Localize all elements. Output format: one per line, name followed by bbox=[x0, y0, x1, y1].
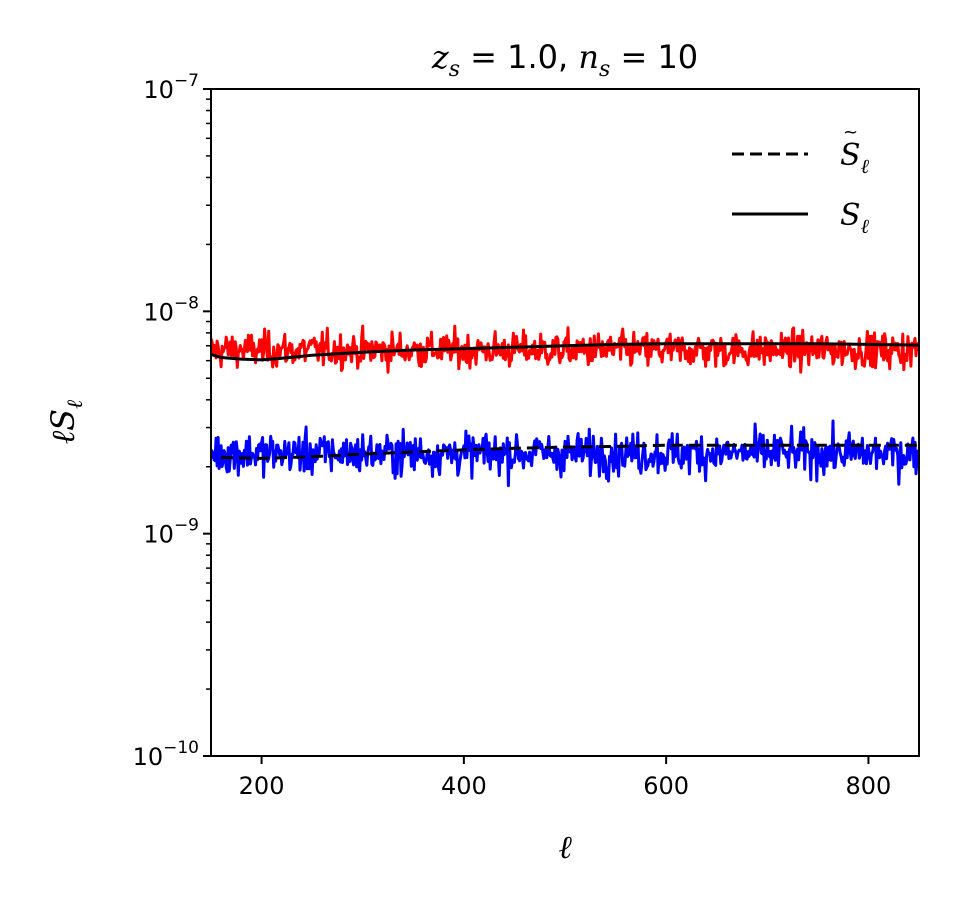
chart-title: zs = 1.0, ns = 10 bbox=[431, 38, 698, 82]
y-axis-ticks: 10−10 10−9 10−8 10−7 bbox=[133, 71, 211, 771]
legend-tilde: ~ bbox=[843, 122, 858, 143]
legend: Sℓ ~ Sℓ bbox=[732, 122, 870, 238]
series-red-noisy bbox=[211, 324, 919, 374]
x-tick-label: 200 bbox=[239, 772, 285, 800]
y-tick-label: 10−7 bbox=[143, 71, 199, 104]
y-tick-label: 10−10 bbox=[133, 738, 199, 771]
series-blue-noisy bbox=[211, 419, 919, 488]
y-axis-label: ℓSℓ bbox=[44, 399, 88, 444]
x-axis-ticks: 200 400 600 800 bbox=[239, 756, 892, 800]
y-tick-label: 10−9 bbox=[143, 516, 199, 549]
legend-label-s: Sℓ bbox=[840, 198, 870, 238]
legend-label-s-tilde: Sℓ bbox=[840, 138, 870, 178]
series-s-solid bbox=[211, 342, 919, 362]
plot-frame bbox=[210, 88, 920, 757]
series-layer bbox=[211, 324, 919, 488]
x-tick-label: 600 bbox=[643, 772, 689, 800]
x-axis-label: ℓ bbox=[558, 828, 572, 866]
y-tick-label: 10−8 bbox=[143, 293, 199, 326]
x-tick-label: 400 bbox=[441, 772, 487, 800]
series-s-tilde-dashed bbox=[221, 443, 919, 460]
x-tick-label: 800 bbox=[846, 772, 892, 800]
